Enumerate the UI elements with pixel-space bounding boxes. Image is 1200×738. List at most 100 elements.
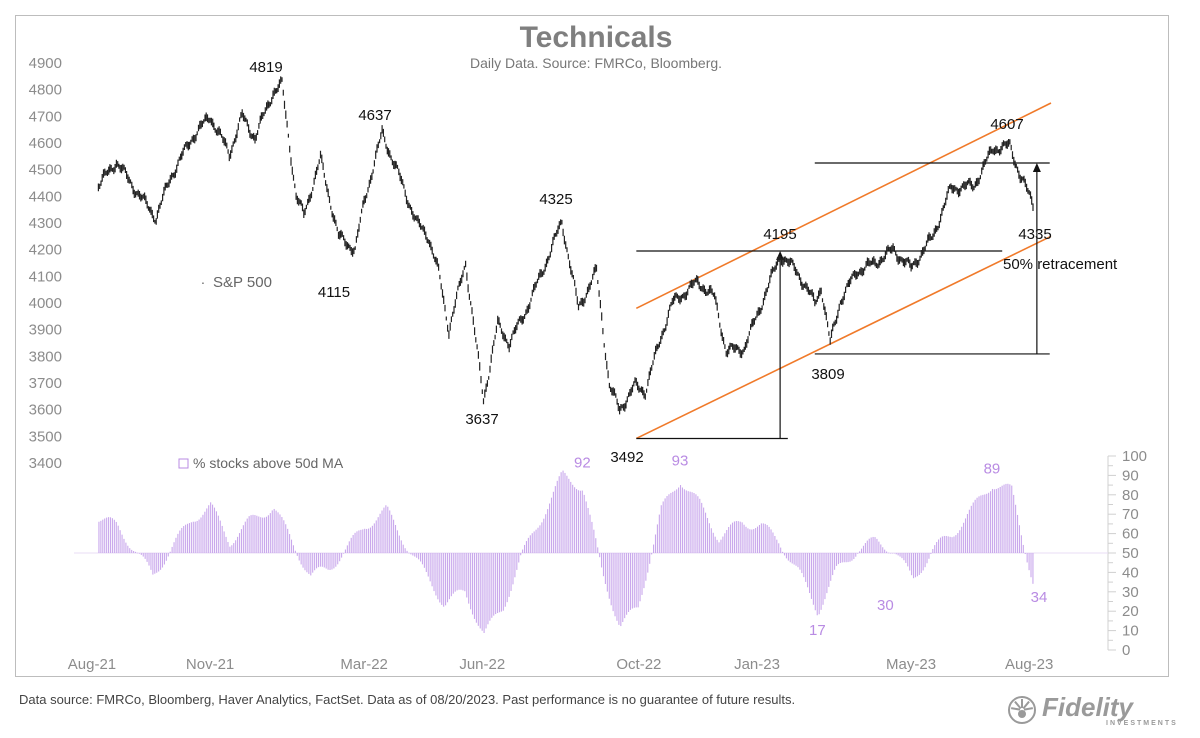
breadth-bar bbox=[260, 517, 262, 553]
breadth-bar bbox=[156, 553, 158, 573]
breadth-bar bbox=[310, 553, 312, 576]
breadth-bar bbox=[287, 528, 289, 553]
breadth-tick-label: 70 bbox=[1122, 506, 1139, 523]
breadth-bar bbox=[835, 553, 838, 566]
breadth-bar bbox=[510, 553, 512, 591]
breadth-bar bbox=[192, 521, 194, 553]
breadth-bar bbox=[990, 491, 992, 553]
fidelity-sub: INVESTMENTS bbox=[1106, 720, 1178, 727]
breadth-bar bbox=[535, 529, 537, 553]
breadth-bar bbox=[741, 522, 743, 553]
breadth-bar bbox=[629, 553, 632, 610]
breadth-bar bbox=[323, 553, 325, 568]
breadth-bar bbox=[545, 514, 547, 553]
breadth-bar bbox=[795, 553, 797, 566]
breadth-bar bbox=[938, 539, 940, 553]
breadth-bar bbox=[104, 518, 106, 553]
breadth-bar bbox=[547, 509, 549, 553]
sp500-price-bars bbox=[97, 76, 1034, 415]
price-annotation: 3809 bbox=[811, 366, 844, 383]
breadth-bar bbox=[728, 527, 730, 553]
breadth-bar bbox=[264, 517, 266, 553]
breadth-bar bbox=[816, 553, 818, 616]
breadth-bar bbox=[591, 521, 593, 553]
breadth-bar bbox=[731, 522, 734, 553]
breadth-bar bbox=[360, 529, 362, 553]
breadth-bar bbox=[500, 553, 502, 612]
breadth-bar bbox=[635, 553, 637, 608]
breadth-bar bbox=[317, 553, 320, 568]
breadth-bar bbox=[749, 529, 751, 553]
breadth-bar bbox=[319, 553, 321, 567]
breadth-bar bbox=[533, 531, 535, 553]
breadth-bar bbox=[783, 553, 786, 556]
y-tick-label: 4200 bbox=[29, 242, 62, 259]
breadth-bar bbox=[98, 521, 100, 553]
breadth-bar bbox=[331, 553, 333, 570]
breadth-bar bbox=[181, 527, 183, 553]
breadth-bar bbox=[556, 480, 558, 553]
breadth-bar bbox=[570, 481, 572, 553]
breadth-bar bbox=[173, 542, 175, 553]
breadth-bar bbox=[575, 489, 578, 553]
breadth-bar bbox=[223, 531, 225, 553]
breadth-bar bbox=[857, 553, 859, 554]
breadth-bar bbox=[412, 553, 414, 556]
breadth-bar bbox=[774, 535, 776, 553]
breadth-bar bbox=[125, 542, 127, 553]
breadth-bar bbox=[443, 553, 445, 607]
breadth-bar bbox=[554, 486, 556, 553]
breadth-bar bbox=[446, 553, 449, 603]
breadth-bar bbox=[479, 553, 481, 629]
breadth-bar bbox=[641, 553, 643, 595]
breadth-bar bbox=[246, 518, 248, 553]
breadth-bar bbox=[344, 549, 346, 553]
breadth-bar bbox=[466, 553, 468, 598]
breadth-bar bbox=[273, 508, 275, 553]
breadth-bar bbox=[175, 537, 177, 553]
breadth-bar bbox=[901, 553, 903, 559]
breadth-bar bbox=[564, 472, 566, 553]
breadth-bar bbox=[514, 553, 516, 578]
breadth-bar bbox=[464, 553, 466, 592]
breadth-bar bbox=[832, 553, 834, 576]
arrow-head-icon bbox=[776, 251, 785, 260]
breadth-bar bbox=[845, 553, 847, 563]
breadth-bar bbox=[225, 536, 227, 553]
breadth-bar bbox=[622, 553, 624, 622]
breadth-bar bbox=[631, 553, 633, 609]
breadth-bar bbox=[458, 553, 460, 590]
breadth-bar bbox=[760, 523, 762, 553]
breadth-tick-label: 80 bbox=[1122, 487, 1139, 504]
breadth-bar bbox=[142, 553, 144, 557]
breadth-bar bbox=[787, 553, 789, 561]
breadth-bar bbox=[217, 515, 219, 553]
breadth-bar bbox=[506, 553, 508, 603]
breadth-bar bbox=[1018, 525, 1021, 553]
breadth-bar bbox=[914, 553, 917, 578]
breadth-bar bbox=[672, 491, 674, 553]
breadth-bar bbox=[329, 553, 331, 570]
breadth-bar bbox=[801, 553, 803, 574]
breadth-bar bbox=[221, 525, 223, 553]
channel-upper-line bbox=[635, 102, 1052, 310]
breadth-bar bbox=[604, 553, 606, 585]
breadth-bar bbox=[520, 553, 522, 556]
breadth-legend-label: % stocks above 50d MA bbox=[193, 455, 344, 471]
breadth-bar bbox=[918, 553, 920, 575]
breadth-bar bbox=[747, 528, 749, 553]
breadth-bar bbox=[352, 534, 354, 553]
breadth-tick-label: 30 bbox=[1122, 584, 1139, 601]
breadth-bar bbox=[574, 487, 576, 553]
breadth-bar bbox=[889, 553, 891, 554]
breadth-bar bbox=[327, 553, 329, 570]
breadth-bar bbox=[185, 524, 187, 553]
breadth-bar bbox=[523, 544, 526, 553]
breadth-bar bbox=[441, 553, 443, 605]
breadth-bar bbox=[860, 548, 863, 553]
breadth-bar bbox=[292, 545, 294, 553]
breadth-bar bbox=[285, 524, 287, 553]
breadth-bar bbox=[341, 553, 343, 558]
breadth-bar bbox=[215, 511, 217, 553]
breadth-bar bbox=[522, 549, 524, 553]
